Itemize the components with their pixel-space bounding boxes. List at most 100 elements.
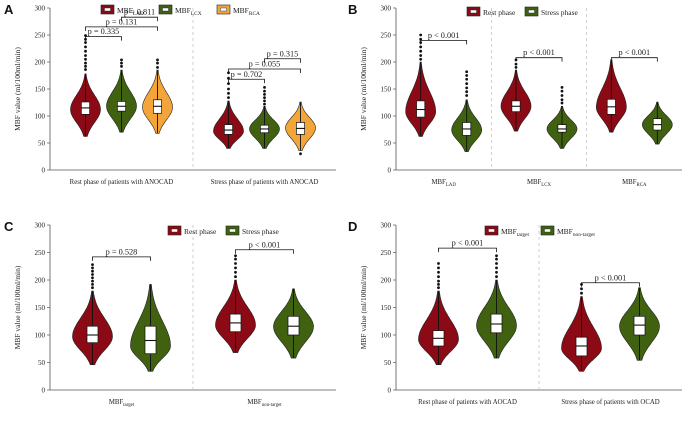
outlier-point xyxy=(263,96,266,100)
outlier-point xyxy=(120,61,123,65)
significance-bracket xyxy=(438,247,497,253)
legend-swatch-box xyxy=(220,7,227,12)
y-axis-title: MBF value (ml/100ml/min) xyxy=(359,47,368,131)
legend-label-stress-base: Stress phase xyxy=(541,8,579,17)
x-category-label-base: MBF xyxy=(109,399,124,406)
panel-a: A 0 50 100 150 200 250 300 MBF value (ml/100ml/m… xyxy=(4,2,336,186)
outlier-point xyxy=(263,85,266,89)
outlier-point xyxy=(419,57,423,61)
y-tick-label: 300 xyxy=(381,222,392,230)
legend-swatch-box xyxy=(528,9,535,14)
outlier-point xyxy=(234,270,237,274)
outlier-point xyxy=(263,99,266,103)
panel-letter: D xyxy=(348,219,357,234)
y-tick-label: 50 xyxy=(38,359,46,367)
y-tick-label: 250 xyxy=(35,249,46,257)
legend-label-lad-subscript: LAD xyxy=(133,11,144,17)
x-category-label: MBFtarget xyxy=(109,399,135,408)
outlier-point xyxy=(156,66,159,69)
outlier-point xyxy=(437,283,440,286)
p-value-label: p < 0.001 xyxy=(428,31,460,40)
x-category-label-subscript: LCX xyxy=(541,183,551,188)
legend-label-nontarget-subscript: non-target xyxy=(573,232,596,238)
y-tick-label: 300 xyxy=(381,5,392,13)
outlier-point xyxy=(91,279,94,283)
outlier-point xyxy=(156,61,159,65)
outlier-point xyxy=(234,257,237,261)
outlier-point xyxy=(560,85,564,89)
y-tick-label: 50 xyxy=(38,140,46,148)
outlier-point xyxy=(227,91,230,95)
x-category-label-subscript: RCA xyxy=(636,183,647,188)
p-value-label: p = 0.055 xyxy=(249,60,281,69)
legend-label-rca-base: MBF xyxy=(233,6,249,15)
legend-label-lcx-base: MBF xyxy=(175,6,191,15)
legend-label-rca-subscript: RCA xyxy=(249,11,260,17)
outlier-point xyxy=(84,45,87,49)
outlier-point xyxy=(227,96,230,100)
outlier-point xyxy=(120,58,123,62)
y-tick-label: 200 xyxy=(35,59,46,67)
y-tick-label: 0 xyxy=(388,387,392,395)
outlier-point xyxy=(91,276,94,280)
legend-swatch-box xyxy=(162,7,169,12)
outlier-point xyxy=(437,275,440,279)
significance-bracket xyxy=(92,256,151,261)
outlier-point xyxy=(91,286,94,290)
y-tick-label: 300 xyxy=(35,5,46,13)
panel-c: C 0 50 100 150 200 250 300 MBF value (ml/100ml/m… xyxy=(4,219,336,408)
significance-bracket xyxy=(85,36,122,41)
outlier-point xyxy=(91,269,94,273)
outlier-point xyxy=(227,82,230,85)
outlier-point xyxy=(234,266,237,270)
legend-label-stress: Stress phase xyxy=(242,227,280,236)
panel-letter: B xyxy=(348,2,357,17)
outlier-point xyxy=(437,279,440,283)
y-tick-label: 150 xyxy=(381,86,392,94)
x-category-label-subscript: LAD xyxy=(446,183,456,188)
y-tick-label: 0 xyxy=(388,167,392,175)
legend-label-rest-base: Rest phase xyxy=(184,227,217,236)
outlier-point xyxy=(419,49,423,53)
iqr-box xyxy=(287,315,300,336)
x-category-label-base: MBF xyxy=(431,179,446,186)
outlier-point xyxy=(84,49,87,53)
outlier-point xyxy=(419,33,423,37)
y-tick-label: 50 xyxy=(384,140,392,148)
legend-label-target-subscript: target xyxy=(517,232,530,238)
y-tick-label: 200 xyxy=(35,277,46,285)
outlier-point xyxy=(495,266,498,270)
outlier-point xyxy=(84,54,87,57)
outlier-point xyxy=(91,273,94,276)
y-tick-label: 50 xyxy=(384,359,392,367)
x-category-label-subscript: target xyxy=(123,403,135,408)
legend-swatch-box xyxy=(544,228,551,233)
outlier-point xyxy=(465,74,469,77)
p-value-label: p = 0.811 xyxy=(124,8,155,17)
outlier-point xyxy=(560,89,564,93)
legend-swatch-box xyxy=(171,228,178,233)
x-category-label-base: MBF xyxy=(527,179,542,186)
significance-bracket xyxy=(264,58,301,63)
outlier-point xyxy=(560,94,564,97)
legend-swatch-box xyxy=(470,9,477,14)
x-category-label: MBFRCA xyxy=(622,179,647,188)
outlier-point xyxy=(120,64,123,68)
outlier-point xyxy=(84,61,87,65)
outlier-point xyxy=(465,94,469,97)
y-tick-label: 100 xyxy=(381,113,392,121)
legend-label-lad-base: MBF xyxy=(117,6,133,15)
outlier-point xyxy=(437,262,440,265)
y-tick-label: 100 xyxy=(381,332,392,340)
outlier-point xyxy=(495,262,498,265)
p-value-label: p = 0.335 xyxy=(88,27,120,36)
legend-label-lcx-subscript: LCX xyxy=(191,11,202,17)
p-value-label: p < 0.001 xyxy=(595,273,627,282)
outlier-point xyxy=(263,89,266,93)
y-tick-label: 150 xyxy=(381,304,392,312)
y-tick-label: 150 xyxy=(35,86,46,94)
x-category-label: Stress phase of patients with ANOCAD xyxy=(211,179,319,186)
outlier-point xyxy=(514,66,518,69)
significance-bracket xyxy=(515,57,563,62)
